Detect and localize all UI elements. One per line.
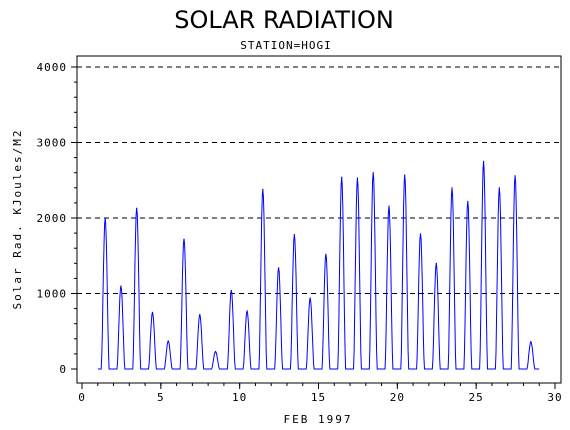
daily-peak-point (262, 188, 264, 190)
daily-peak-point (246, 310, 248, 312)
daily-peak-point (120, 285, 122, 287)
daily-peak-point (136, 207, 138, 209)
daily-peak-point (278, 267, 280, 269)
daily-peak-point (341, 176, 343, 178)
daily-peak-point (388, 205, 390, 207)
grid-lines (77, 66, 561, 294)
data-series (97, 160, 540, 370)
chart-title: SOLAR RADIATION (174, 6, 394, 34)
y-tick-label: 1000 (37, 288, 68, 301)
x-tick-label: 5 (157, 391, 165, 404)
x-tick-label: 30 (547, 391, 562, 404)
chart-subtitle: STATION=HOGI (240, 39, 331, 52)
daily-peak-point (183, 238, 185, 240)
daily-peak-point (514, 175, 516, 177)
plot-frame (76, 55, 562, 384)
daily-peak-point (498, 187, 500, 189)
daily-peak-point (214, 351, 217, 353)
solar-radiation-line (97, 161, 540, 370)
daily-peak-point (309, 297, 311, 299)
daily-peak-point (435, 262, 437, 264)
daily-peak-point (199, 314, 201, 316)
daily-peak-point (372, 172, 374, 174)
x-axis: 0 5 10 15 20 25 30 (78, 382, 562, 404)
daily-peak-point (404, 174, 406, 176)
daily-peak-point (104, 217, 106, 219)
x-tick-label: 10 (232, 391, 247, 404)
daily-peak-point (419, 233, 422, 235)
y-tick-label: 3000 (37, 137, 68, 150)
daily-peak-point (451, 187, 453, 189)
y-axis: 0 1000 2000 3000 4000 (37, 61, 78, 376)
daily-peak-point (230, 289, 232, 292)
x-tick-label: 25 (469, 391, 484, 404)
y-axis-label: Solar Rad. KJoules/M2 (11, 128, 24, 309)
x-tick-label: 0 (78, 391, 86, 404)
y-tick-label: 0 (59, 363, 67, 376)
daily-peak-point (151, 311, 154, 313)
x-tick-label: 20 (390, 391, 405, 404)
x-tick-label: 15 (311, 391, 326, 404)
daily-peak-point (293, 234, 295, 236)
daily-peak-point (356, 177, 359, 179)
daily-peak-point (167, 340, 169, 342)
x-axis-label: FEB 1997 (284, 413, 353, 426)
daily-peak-point (467, 200, 469, 202)
y-tick-label: 2000 (37, 212, 68, 225)
y-tick-label: 4000 (37, 61, 68, 74)
daily-peak-point (325, 253, 327, 255)
daily-peak-point (530, 341, 532, 343)
daily-peak-point (482, 160, 485, 162)
